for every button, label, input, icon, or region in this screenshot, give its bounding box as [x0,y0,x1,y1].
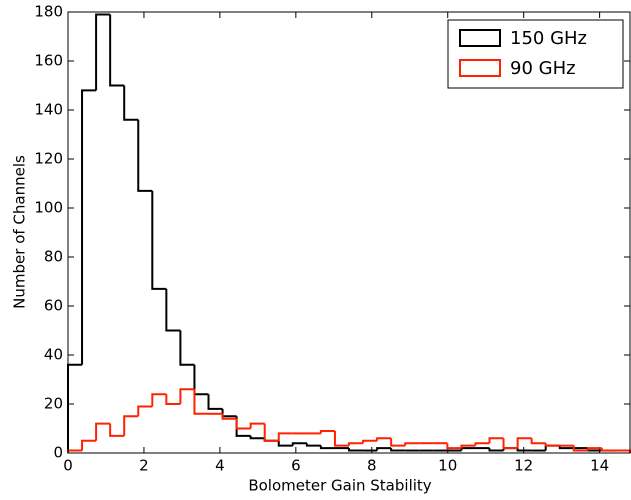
histogram-step [179,330,195,366]
histogram-step [572,445,588,452]
histogram-step [123,415,139,436]
y-tick-label: 120 [34,150,63,168]
histogram-step [151,190,167,290]
y-axis-label: Number of Channels [11,155,29,309]
y-tick-label: 80 [44,248,63,266]
histogram-step [221,413,237,420]
histogram-step [390,438,406,447]
histogram-step [81,439,97,451]
histogram-step [193,364,209,396]
x-tick-label: 14 [590,457,609,475]
histogram-step [600,448,616,452]
histogram-step [362,439,378,444]
histogram-step [207,394,223,410]
y-tick-label: 40 [44,346,63,364]
histogram-step [277,432,293,441]
histogram-step [586,447,602,451]
y-tick-label: 140 [34,101,63,119]
histogram-step [123,85,139,121]
x-tick-label: 4 [215,457,225,475]
plot-frame [67,11,631,454]
histogram-step [376,447,392,451]
legend-swatch [459,59,501,77]
histogram-step [404,442,420,446]
histogram-step [137,405,153,417]
histogram-step [277,440,293,447]
histogram-step [319,445,335,450]
x-tick-label: 6 [291,457,301,475]
histogram-step [390,448,406,452]
histogram-step [67,363,83,453]
y-tick-label: 100 [34,199,63,217]
histogram-step [488,448,504,452]
histogram-step [263,423,279,442]
histogram-step [348,442,364,446]
histogram-step [516,437,532,449]
x-tick-label: 12 [514,457,533,475]
histogram-step [460,444,476,449]
legend-label: 90 GHz [510,58,576,79]
x-tick-label: 8 [367,457,377,475]
histogram-step [544,443,560,447]
histogram-step [530,438,546,445]
y-tick-label: 0 [53,444,63,462]
x-tick-label: 10 [438,457,457,475]
histogram-step [221,408,237,418]
histogram-step [109,14,125,87]
histogram-step [109,423,125,437]
legend-swatch [459,29,501,47]
histogram-step [460,447,476,451]
histogram-step [446,443,462,450]
histogram-step [348,448,364,452]
histogram-step [165,288,181,332]
histogram-step [95,13,111,91]
histogram-step [179,388,195,404]
histogram-step [305,443,321,447]
histogram-step [376,437,392,441]
histogram-step [151,393,167,407]
histogram-step [81,89,97,365]
histogram-step [193,389,209,415]
y-tick-label: 180 [34,3,63,21]
histogram-step [235,416,251,437]
histogram-step [95,422,111,441]
legend-label: 150 GHz [510,28,587,49]
histogram-step [137,119,153,192]
x-tick-label: 2 [139,457,149,475]
histogram-step [291,442,307,446]
histogram-step [333,430,349,447]
histogram-step [516,448,532,452]
y-tick-label: 20 [44,395,63,413]
y-tick-label: 60 [44,297,63,315]
x-tick-label: 0 [63,457,73,475]
x-axis-label: Bolometer Gain Stability [248,477,431,495]
histogram-step [488,437,504,444]
histogram-step [249,435,265,440]
histogram-step [502,438,518,450]
histogram-step [235,418,251,430]
histogram-step [249,422,265,429]
histogram-step [165,394,181,405]
histogram-step [319,429,335,434]
y-tick-label: 160 [34,52,63,70]
histogram-step [474,442,490,446]
